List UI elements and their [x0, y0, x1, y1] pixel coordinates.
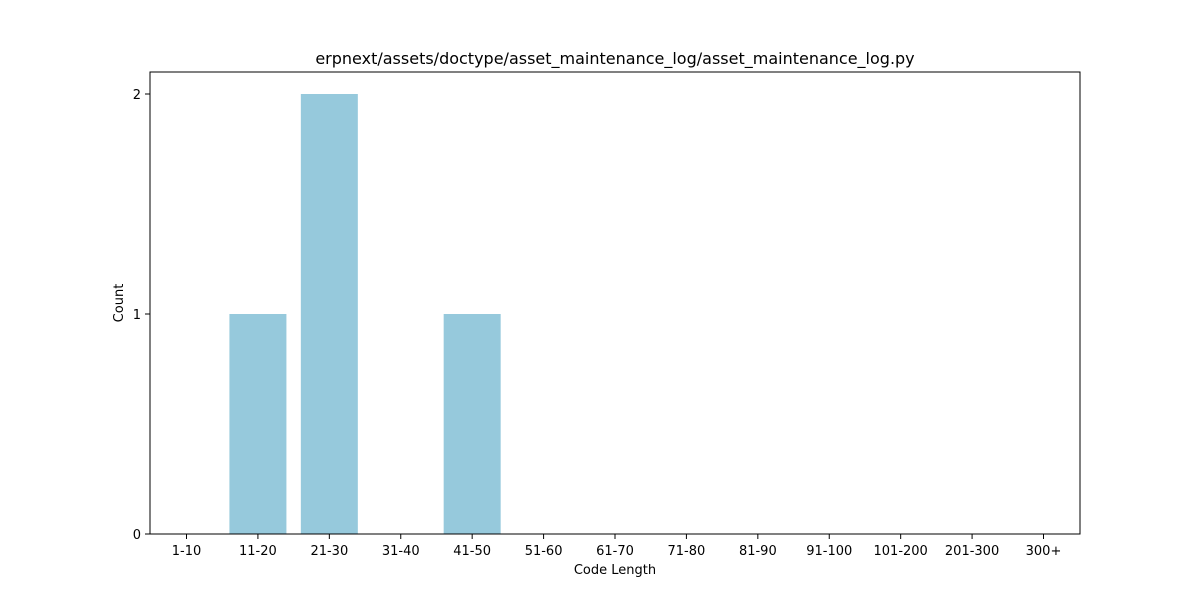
y-tick-label: 1: [133, 308, 141, 323]
bars-group: [229, 94, 501, 534]
x-tick-label: 101-200: [874, 544, 928, 559]
x-tick-label: 21-30: [310, 544, 348, 559]
y-axis-ticks: 0 1 2: [133, 88, 150, 543]
x-tick-label: 71-80: [668, 544, 706, 559]
y-tick-label: 2: [133, 88, 141, 103]
x-tick-label: 201-300: [945, 544, 999, 559]
bar-21-30: [300, 94, 358, 534]
x-axis-ticks: 1-10 11-20 21-30 31-40 41-50 51-60 61-70 71-80 8…: [172, 534, 1062, 559]
x-tick-label: 300+: [1026, 544, 1062, 559]
x-axis-label: Code Length: [574, 563, 656, 578]
x-tick-label: 51-60: [525, 544, 563, 559]
x-tick-label: 91-100: [806, 544, 852, 559]
plot-frame: [149, 71, 1081, 535]
y-axis-label: Count: [112, 284, 127, 323]
chart-title: erpnext/assets/doctype/asset_maintenance…: [315, 49, 914, 69]
x-tick-label: 41-50: [453, 544, 491, 559]
x-tick-label: 1-10: [172, 544, 202, 559]
x-tick-label: 61-70: [596, 544, 634, 559]
bar-41-50: [443, 314, 501, 534]
bar-11-20: [229, 314, 287, 534]
x-tick-label: 11-20: [239, 544, 277, 559]
y-tick-label: 0: [133, 528, 141, 543]
x-tick-label: 81-90: [739, 544, 777, 559]
x-tick-label: 31-40: [382, 544, 420, 559]
